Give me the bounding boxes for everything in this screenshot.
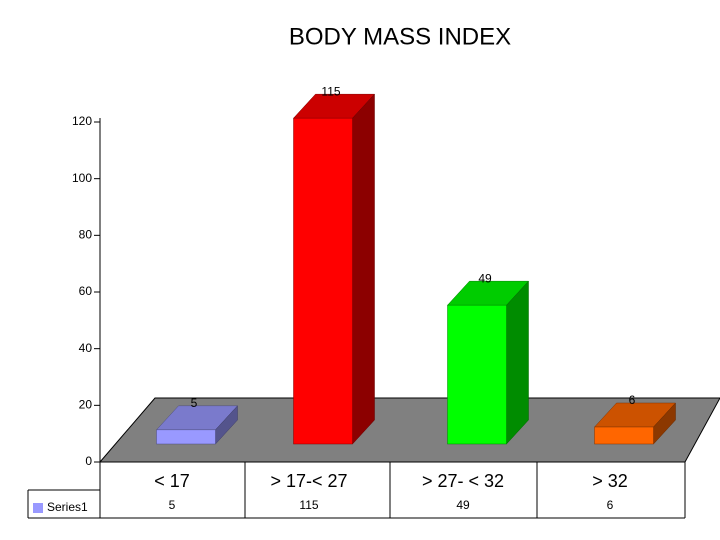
data-label: 6	[629, 393, 636, 407]
chart-title: BODY MASS INDEX	[289, 23, 511, 50]
data-label: 49	[478, 271, 492, 285]
table-value: 115	[299, 498, 318, 512]
table-value: 6	[607, 498, 614, 512]
bar-side	[352, 93, 375, 445]
x-tick-label: > 27- < 32	[422, 471, 504, 491]
y-tick-label: 20	[79, 398, 93, 412]
x-tick-label: < 17	[154, 471, 190, 491]
data-table-grid	[27, 462, 686, 519]
table-value: 5	[169, 498, 176, 512]
bar-side	[506, 280, 529, 445]
bar	[156, 429, 216, 445]
bar	[594, 426, 654, 445]
floor	[98, 397, 720, 463]
bar	[447, 304, 507, 445]
x-tick-label: > 17-< 27	[270, 471, 347, 491]
y-tick-label: 100	[72, 171, 92, 185]
y-tick-label: 40	[79, 341, 93, 355]
legend-label: Series1	[47, 500, 88, 514]
table-value: 49	[456, 498, 470, 512]
legend-swatch	[33, 503, 43, 513]
bar	[293, 117, 353, 445]
y-tick-label: 80	[79, 228, 93, 242]
y-tick-label: 0	[85, 454, 92, 468]
x-tick-label: > 32	[592, 471, 628, 491]
y-tick-label: 120	[72, 114, 92, 128]
data-label: 5	[191, 396, 198, 410]
y-tick-label: 60	[79, 284, 93, 298]
data-label: 115	[321, 84, 340, 98]
